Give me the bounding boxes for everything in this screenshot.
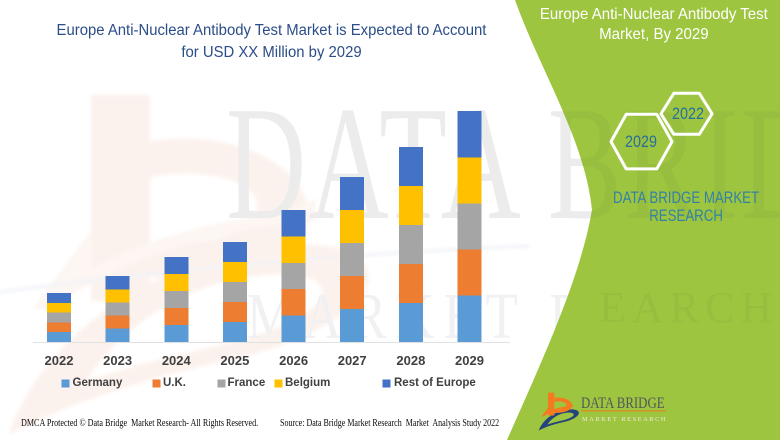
svg-text:EARCH: EARCH bbox=[599, 283, 778, 332]
svg-text:DATA BRIDGE: DATA BRIDGE bbox=[581, 395, 665, 412]
svg-text:MARKET RESEARCH: MARKET RESEARCH bbox=[582, 416, 667, 423]
